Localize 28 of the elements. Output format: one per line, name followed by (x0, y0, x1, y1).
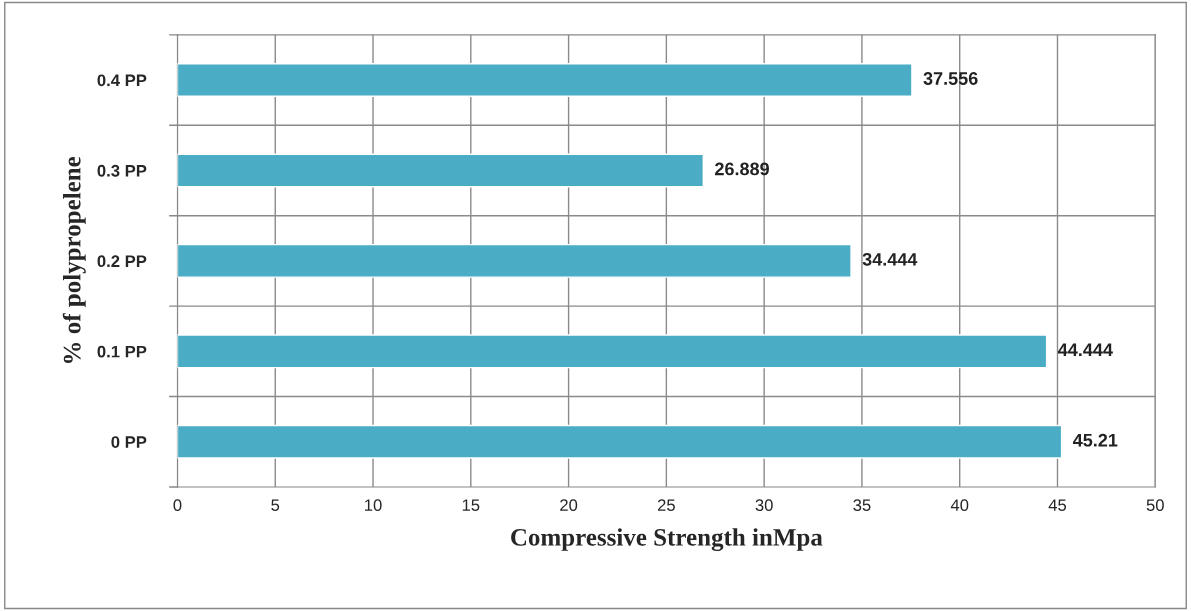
x-tick-label: 10 (365, 499, 382, 512)
y-tick-label: 0.2 PP (97, 255, 147, 268)
x-tick-label: 5 (271, 499, 280, 512)
x-tick-label: 25 (657, 499, 675, 512)
x-tick-label: 15 (462, 499, 480, 512)
y-axis-title: % of polypropelene (62, 156, 86, 363)
y-tick-label: 0.3 PP (97, 164, 147, 177)
bar (177, 334, 1048, 369)
bar (177, 243, 852, 278)
data-label: 45.21 (1072, 433, 1118, 447)
bar (177, 424, 1063, 459)
x-tick-label: 50 (1146, 499, 1164, 512)
data-label: 34.444 (862, 252, 918, 266)
x-axis-title: Compressive Strength inMpa (511, 528, 823, 552)
x-tick-label: 30 (755, 499, 773, 512)
data-label: 26.889 (715, 162, 769, 176)
y-tick-label: 0.1 PP (97, 345, 147, 358)
bar (177, 153, 705, 188)
x-tick-label: 0 (173, 499, 182, 512)
y-tick-label: 0.4 PP (97, 74, 147, 87)
x-tick-label: 40 (950, 499, 969, 512)
x-tick-label: 20 (560, 499, 578, 512)
bar (177, 63, 913, 98)
y-tick-label: 0 PP (111, 436, 147, 448)
x-tick-label: 45 (1048, 499, 1067, 512)
data-label: 44.444 (1058, 343, 1113, 356)
data-label: 37.556 (923, 72, 978, 85)
x-tick-label: 35 (853, 499, 871, 512)
